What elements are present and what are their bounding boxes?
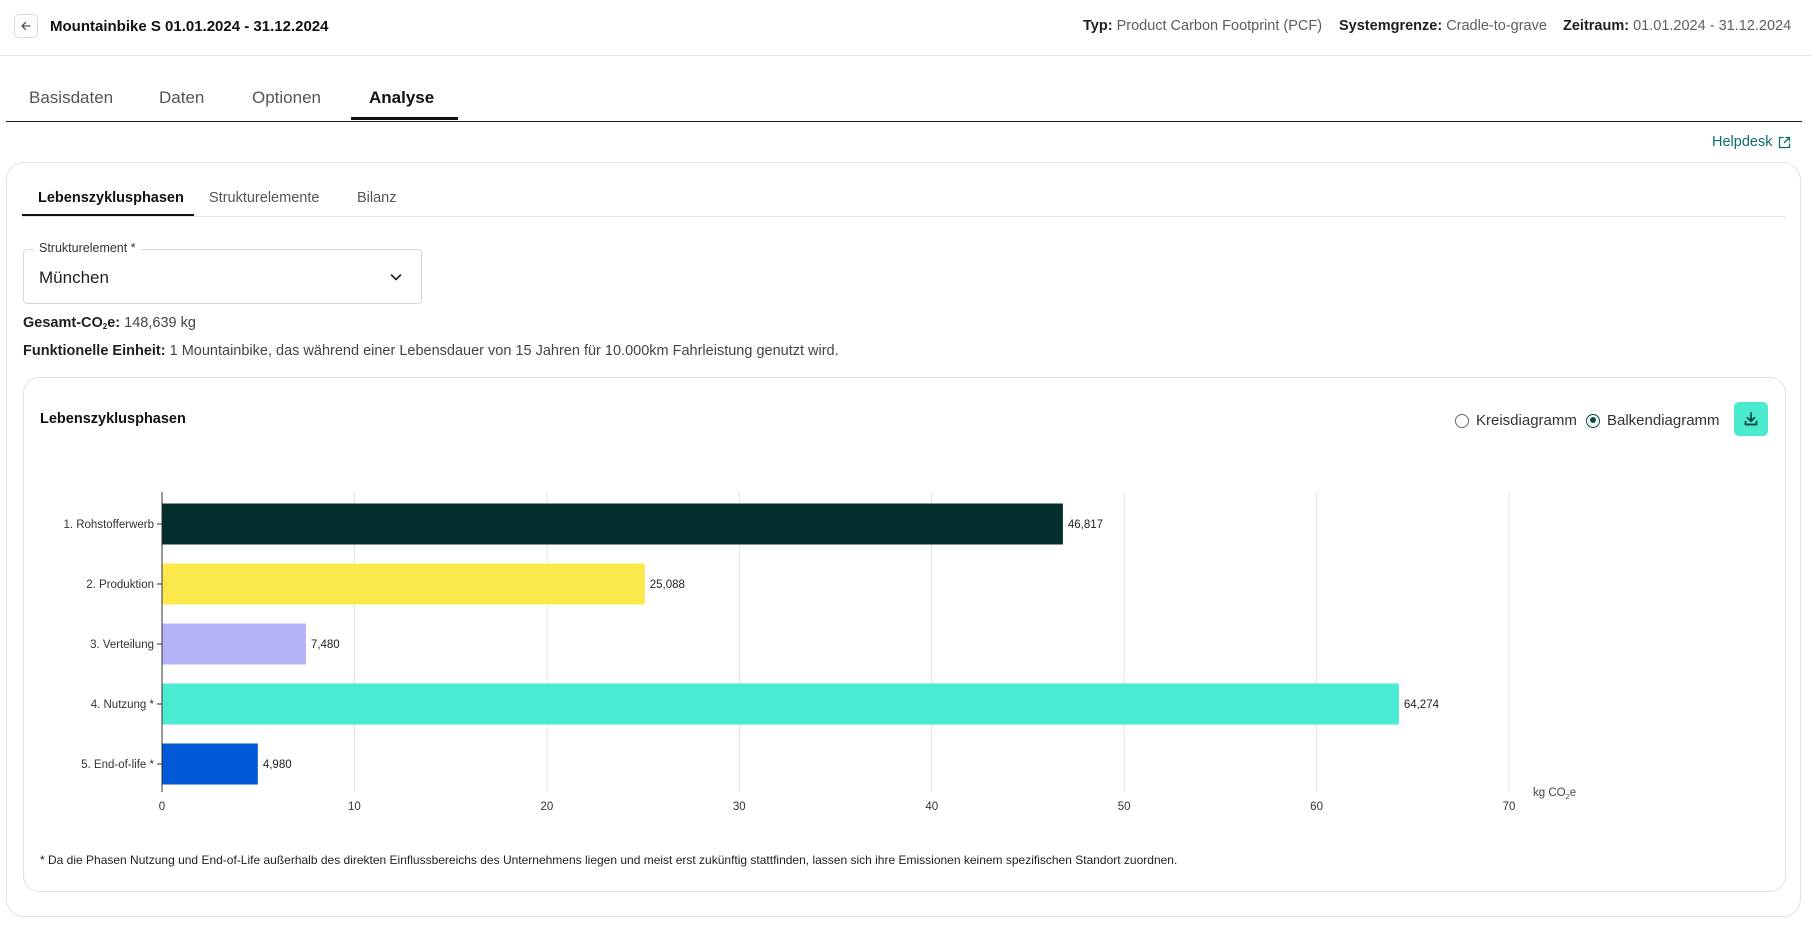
radio-pie-chart[interactable]: Kreisdiagramm xyxy=(1455,412,1577,429)
subtab-strukturelemente[interactable]: Strukturelemente xyxy=(209,190,320,206)
data-label: 46,817 xyxy=(1068,519,1103,531)
helpdesk-link[interactable]: Helpdesk xyxy=(1712,134,1791,150)
main-tabs: Basisdaten Daten Optionen Analyse xyxy=(6,70,1802,122)
radio-bar-indicator xyxy=(1586,413,1600,428)
select-label: Strukturelement * xyxy=(34,241,141,255)
sub-tabs: Lebenszyklusphasen Strukturelemente Bila… xyxy=(22,186,1786,217)
functional-unit-value: 1 Mountainbike, das während einer Lebens… xyxy=(169,343,839,359)
download-icon xyxy=(1744,412,1758,426)
bar xyxy=(162,503,1063,545)
bar xyxy=(162,683,1399,725)
functional-unit-label: Funktionelle Einheit: xyxy=(23,343,166,359)
radio-bar-label: Balkendiagramm xyxy=(1607,412,1720,429)
meta-boundary: Systemgrenze: Cradle-to-grave xyxy=(1339,18,1547,34)
category-label: 4. Nutzung * xyxy=(91,699,155,711)
total-co2: Gesamt-CO2e: 148,639 kg xyxy=(23,315,196,331)
meta-period-value: 01.01.2024 - 31.12.2024 xyxy=(1633,18,1792,34)
x-tick-label: 50 xyxy=(1118,801,1131,813)
analysis-card xyxy=(6,162,1801,917)
subtab-lebenszyklusphasen[interactable]: Lebenszyklusphasen xyxy=(38,190,184,206)
arrow-left-icon xyxy=(21,21,31,31)
download-button[interactable] xyxy=(1734,402,1768,436)
functional-unit: Funktionelle Einheit: 1 Mountainbike, da… xyxy=(23,343,839,359)
radio-pie-indicator xyxy=(1455,413,1469,428)
external-link-icon xyxy=(1779,136,1791,148)
x-tick-label: 20 xyxy=(540,801,553,813)
data-label: 7,480 xyxy=(311,639,340,651)
top-bar: Mountainbike S 01.01.2024 - 31.12.2024 T… xyxy=(0,0,1811,56)
meta-boundary-label: Systemgrenze: xyxy=(1339,18,1443,34)
x-tick-label: 30 xyxy=(733,801,746,813)
category-label: 1. Rohstofferwerb xyxy=(63,519,154,531)
chart-footnote: * Da die Phasen Nutzung und End-of-Life … xyxy=(40,853,1178,867)
category-label: 3. Verteilung xyxy=(90,639,154,651)
x-tick-label: 10 xyxy=(348,801,361,813)
data-label: 4,980 xyxy=(263,759,292,771)
meta-type: Typ: Product Carbon Footprint (PCF) xyxy=(1083,18,1322,34)
active-subtab-indicator xyxy=(22,214,194,216)
meta-type-label: Typ: xyxy=(1083,18,1113,34)
total-co2-label: Gesamt-CO2e: xyxy=(23,315,121,331)
x-tick-label: 60 xyxy=(1310,801,1323,813)
data-label: 64,274 xyxy=(1404,699,1440,711)
subtab-bilanz[interactable]: Bilanz xyxy=(357,190,397,206)
meta-period-label: Zeitraum: xyxy=(1563,18,1630,34)
strukturelement-select[interactable]: Strukturelement * München xyxy=(23,241,422,304)
x-axis-label: kg CO2e xyxy=(1533,787,1576,801)
bar xyxy=(162,563,645,605)
radio-bar-chart[interactable]: Balkendiagramm xyxy=(1586,412,1720,429)
bar xyxy=(162,623,306,665)
meta-type-value: Product Carbon Footprint (PCF) xyxy=(1116,18,1323,34)
total-co2-value: 148,639 kg xyxy=(124,315,196,331)
x-tick-label: 0 xyxy=(159,801,165,813)
chart-card xyxy=(23,377,1786,892)
chart-title: Lebenszyklusphasen xyxy=(40,411,186,427)
radio-pie-label: Kreisdiagramm xyxy=(1476,412,1577,429)
x-tick-label: 70 xyxy=(1503,801,1516,813)
page-title: Mountainbike S 01.01.2024 - 31.12.2024 xyxy=(50,18,329,35)
tab-optionen[interactable]: Optionen xyxy=(252,88,321,107)
chevron-down-icon xyxy=(390,274,402,281)
bar xyxy=(162,743,258,785)
x-tick-label: 40 xyxy=(925,801,938,813)
category-label: 5. End-of-life * xyxy=(81,759,154,771)
tab-basisdaten[interactable]: Basisdaten xyxy=(29,88,114,107)
data-label: 25,088 xyxy=(650,579,685,591)
meta-boundary-value: Cradle-to-grave xyxy=(1446,18,1547,34)
back-button[interactable] xyxy=(14,14,38,38)
category-label: 2. Produktion xyxy=(86,579,154,591)
helpdesk-label: Helpdesk xyxy=(1712,134,1773,150)
meta-period: Zeitraum: 01.01.2024 - 31.12.2024 xyxy=(1563,18,1791,34)
tab-daten[interactable]: Daten xyxy=(159,88,205,107)
active-tab-indicator xyxy=(351,117,458,120)
tab-analyse[interactable]: Analyse xyxy=(369,88,435,107)
select-value: München xyxy=(39,268,109,287)
